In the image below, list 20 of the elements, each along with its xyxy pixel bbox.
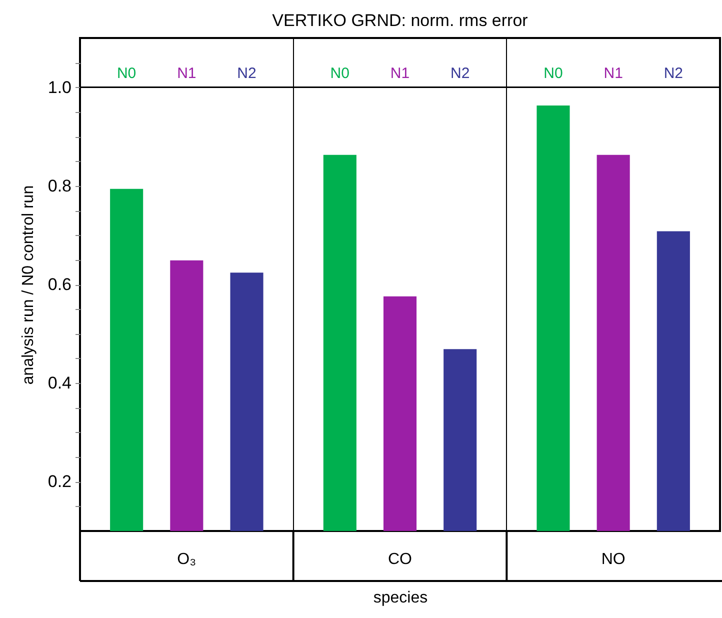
y-tick-label: 0.8 xyxy=(48,176,72,196)
text: N0 xyxy=(330,65,350,82)
text: N1 xyxy=(604,65,623,82)
x-tick-label: CO xyxy=(388,551,412,568)
y-axis-title: analysis run / N0 control run xyxy=(20,185,37,385)
y-tick-label: 0.6 xyxy=(48,275,72,294)
text: N2 xyxy=(450,65,470,82)
text: N2 xyxy=(237,65,256,82)
text: 1.0 xyxy=(48,78,72,97)
series-label: N0 xyxy=(544,65,563,82)
y-tick-label: 0.4 xyxy=(48,374,72,393)
y-tick-label: 0.2 xyxy=(48,472,72,492)
x-tick-label: O₃ xyxy=(177,551,196,568)
x-axis-title: species xyxy=(373,590,428,606)
text: N1 xyxy=(177,65,196,82)
text: N2 xyxy=(664,65,684,82)
chart-title: VERTIKO GRND: norm. rms error xyxy=(272,11,528,30)
text: N0 xyxy=(116,65,136,82)
x-tick-label: NO xyxy=(601,551,626,568)
text: N1 xyxy=(390,65,410,82)
